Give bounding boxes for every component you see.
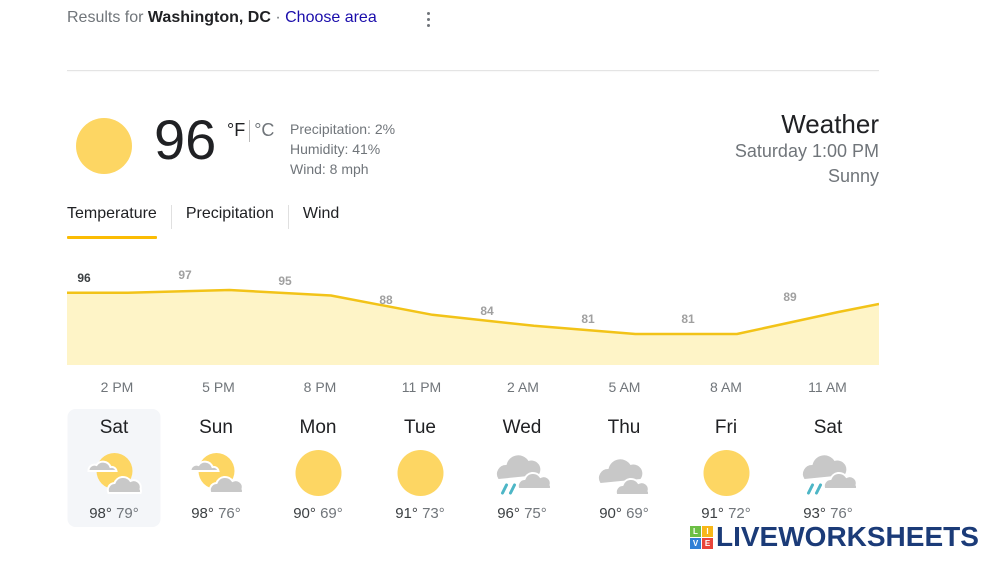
wind-value: Wind: 8 mph [290, 161, 369, 177]
low-temp: 69° [320, 505, 343, 522]
chart-value-label: 89 [783, 290, 797, 304]
tab-precipitation[interactable]: Precipitation [185, 205, 274, 222]
weather-condition: Sunny [827, 166, 879, 186]
day-temps: 93° 76° [782, 505, 875, 522]
time-label: 8 AM [710, 379, 742, 395]
chart-value-label: 97 [178, 268, 192, 282]
day-forecast-mon[interactable]: Mon 90° 69° [272, 409, 365, 527]
high-temp: 96° [497, 505, 520, 522]
current-temperature: 96 [154, 108, 217, 171]
day-forecast-sun[interactable]: Sun 98° 76° [170, 409, 263, 527]
humidity-value: Humidity: 41% [290, 141, 381, 157]
partly-cloudy-icon [186, 449, 246, 497]
time-axis: 2 PM 5 PM 8 PM 11 PM 2 AM 5 AM 8 AM 11 AM [67, 379, 879, 399]
day-name: Sat [99, 417, 129, 438]
day-temps: 91° 72° [680, 505, 773, 522]
day-forecast-fri[interactable]: Fri 91° 72° [680, 409, 773, 527]
time-label: 11 AM [808, 379, 847, 395]
day-forecast-sat[interactable]: Sat 98° 79° [67, 409, 161, 527]
logo-tile: V [690, 537, 701, 549]
day-temps: 90° 69° [578, 505, 671, 522]
time-label: 5 AM [608, 379, 641, 395]
weather-details: Precipitation: 2% Humidity: 41% Wind: 8 … [290, 119, 395, 179]
weather-datetime: Saturday 1:00 PM [734, 141, 879, 161]
chart-value-label: 81 [581, 312, 595, 326]
weather-title: Weather [781, 109, 879, 139]
high-temp: 93° [803, 505, 826, 522]
high-temp: 90° [599, 505, 622, 522]
time-label: 8 PM [303, 379, 337, 395]
sunny-icon [76, 118, 132, 174]
day-name: Sat [813, 417, 843, 438]
high-temp: 98° [89, 505, 112, 522]
day-forecast-thu[interactable]: Thu 90° 69° [578, 409, 671, 527]
sunny-icon [696, 449, 756, 497]
separator: · [275, 9, 281, 26]
logo-tile: E [702, 537, 713, 549]
sunny-icon [288, 449, 348, 497]
temperature-chart: 96 97 95 88 84 81 81 89 [67, 260, 880, 365]
celsius-button[interactable]: °C [254, 120, 275, 140]
tab-wind[interactable]: Wind [302, 205, 340, 222]
chart-value-label: 88 [379, 292, 393, 307]
chart-value-label: 96 [77, 270, 91, 285]
time-label: 2 AM [507, 379, 539, 395]
high-temp: 98° [191, 505, 214, 522]
more-vert-icon[interactable] [420, 10, 436, 30]
results-header: Results for Washington, DC · Choose area [67, 9, 377, 27]
logo-tile: L [690, 525, 701, 537]
chart-tabs: Temperature Precipitation Wind [67, 205, 339, 239]
low-temp: 79° [116, 505, 139, 522]
day-name: Sun [199, 417, 233, 438]
day-temps: 98° 79° [68, 505, 161, 522]
time-label: 5 PM [202, 379, 235, 395]
showers-icon [798, 449, 858, 497]
precipitation-value: Precipitation: 2% [290, 121, 396, 137]
temperature-area-graph [67, 288, 880, 365]
results-prefix: Results for [67, 9, 144, 26]
unit-toggle: °F °C [227, 120, 275, 143]
low-temp: 76° [218, 505, 241, 522]
weather-summary: Weather Saturday 1:00 PM Sunny [735, 109, 879, 189]
partly-cloudy-icon [84, 449, 144, 497]
divider [67, 70, 879, 71]
day-name: Tue [403, 417, 437, 438]
tab-temperature[interactable]: Temperature [67, 205, 157, 239]
time-label: 11 PM [401, 379, 442, 395]
day-name: Thu [607, 417, 641, 438]
daily-forecast: Sat 98° 79° Sun 98° 76° Mon 90° [67, 409, 879, 529]
day-temps: 98° 76° [170, 505, 263, 522]
chart-value-label: 95 [278, 273, 292, 288]
high-temp: 91° [395, 505, 418, 522]
low-temp: 69° [626, 505, 649, 522]
logo-tile: I [702, 525, 713, 537]
chart-value-label: 84 [480, 303, 494, 318]
time-label: 2 PM [100, 379, 134, 395]
fahrenheit-button[interactable]: °F [227, 120, 246, 140]
day-forecast-tue[interactable]: Tue 91° 73° [374, 409, 467, 527]
showers-icon [492, 449, 552, 497]
day-name: Fri [714, 417, 738, 438]
watermark-brand: LIVEWORKSHEETS [716, 521, 979, 552]
day-name: Mon [299, 417, 337, 438]
low-temp: 72° [728, 505, 751, 522]
low-temp: 76° [830, 505, 853, 522]
day-temps: 90° 69° [272, 505, 365, 522]
chart-value-label: 81 [681, 312, 695, 326]
high-temp: 91° [701, 505, 724, 522]
day-temps: 91° 73° [374, 505, 467, 522]
day-forecast-sat[interactable]: Sat 93° 76° [782, 409, 875, 527]
high-temp: 90° [293, 505, 316, 522]
cloudy-icon [594, 449, 654, 497]
sunny-icon [390, 449, 450, 497]
location-name: Washington, DC [147, 9, 271, 26]
day-temps: 96° 75° [476, 505, 569, 522]
day-name: Wed [502, 417, 542, 438]
day-forecast-wed[interactable]: Wed 96° 75° [476, 409, 569, 527]
choose-area-link[interactable]: Choose area [285, 9, 377, 26]
low-temp: 75° [524, 505, 547, 522]
low-temp: 73° [422, 505, 445, 522]
